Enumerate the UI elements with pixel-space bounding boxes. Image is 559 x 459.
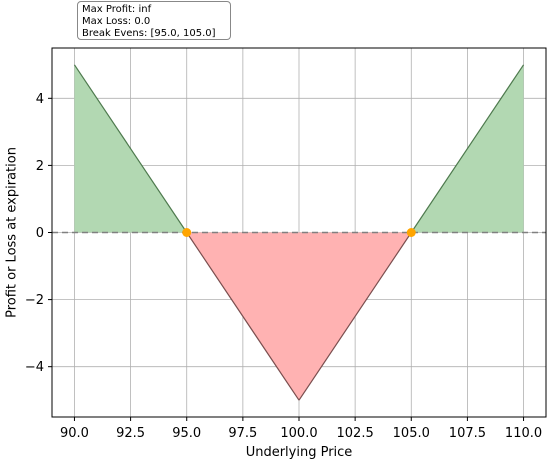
break-even-point [406, 228, 416, 237]
payoff-segment [73, 64, 188, 233]
payoff-segment [298, 232, 412, 401]
x-tick-label: 92.5 [116, 426, 145, 441]
y-axis-label: Profit or Loss at expiration [5, 147, 20, 318]
x-tick-label: 105.0 [393, 426, 430, 441]
payoff-line [52, 64, 546, 401]
x-tick-label: 107.5 [449, 426, 486, 441]
y-tick-label: −4 [25, 360, 44, 375]
max-loss-text: Max Loss: 0.0 [82, 16, 151, 27]
x-tick-label: 97.5 [228, 426, 257, 441]
y-tick-label: 2 [36, 159, 44, 174]
strategy-stats-box: Max Profit: inf Max Loss: 0.0 Break Even… [77, 1, 231, 40]
break-even-point [182, 228, 192, 237]
payoff-segment [410, 64, 525, 233]
x-axis-label: Underlying Price [246, 445, 353, 459]
x-tick-label: 95.0 [172, 426, 201, 441]
y-tick-label: −2 [25, 293, 44, 308]
y-tick-label: 4 [36, 92, 44, 107]
break-evens-text: Break Evens: [95.0, 105.0] [82, 28, 216, 39]
payoff-segment [186, 232, 300, 401]
y-tick-label: 0 [36, 226, 44, 241]
axis-ticks: 90.0 92.5 95.0 97.5 100.0 102.5 105.0 107.5 110.… [25, 92, 542, 441]
x-tick-label: 110.0 [505, 426, 542, 441]
x-tick-label: 100.0 [280, 426, 317, 441]
x-tick-label: 90.0 [60, 426, 89, 441]
break-even-markers [182, 228, 416, 237]
x-tick-label: 102.5 [337, 426, 374, 441]
max-profit-text: Max Profit: inf [82, 4, 152, 15]
